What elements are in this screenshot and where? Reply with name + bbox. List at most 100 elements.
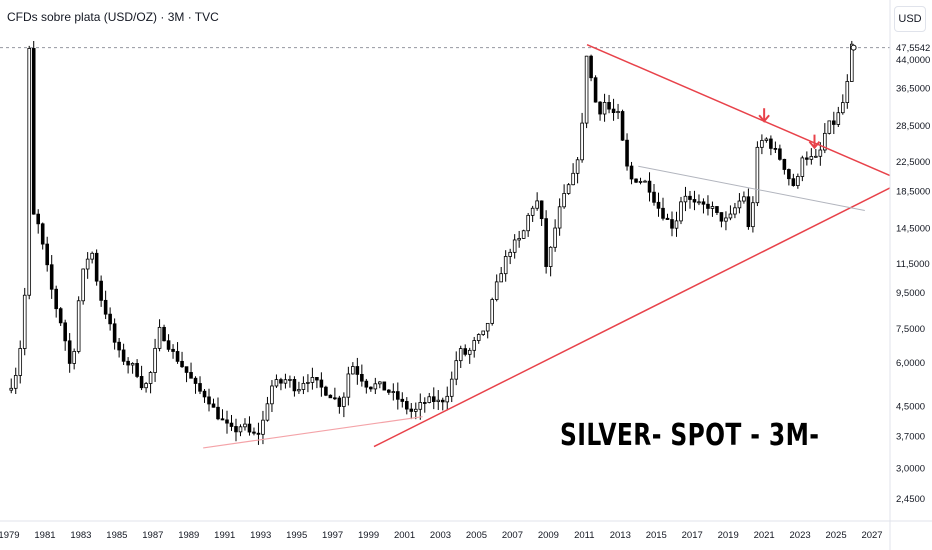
candle-up — [580, 122, 584, 161]
arrow-down-icon — [808, 140, 821, 150]
candle-up — [481, 330, 486, 335]
candle-up — [436, 399, 441, 402]
candle-up — [148, 372, 153, 384]
time-tick-label: 2015 — [646, 530, 667, 541]
candle-up — [418, 402, 423, 410]
candle-down — [54, 288, 58, 310]
candle-down — [832, 120, 836, 125]
time-tick-label: 2009 — [538, 530, 559, 541]
time-tick-label: 2023 — [790, 530, 811, 541]
candle-down — [369, 386, 373, 390]
time-tick-label: 1993 — [250, 530, 271, 541]
candle-down — [184, 366, 189, 373]
candle-up — [566, 184, 571, 194]
candle-down — [99, 280, 103, 301]
price-tick-label: 6,0000 — [896, 358, 925, 369]
time-tick-label: 2027 — [861, 530, 882, 541]
candle-down — [112, 323, 117, 343]
chart-title: CFDs sobre plata (USD/OZ) · 3M · TVC — [7, 10, 219, 24]
candle-down — [126, 360, 130, 366]
candle-down — [665, 217, 670, 220]
candle-up — [530, 207, 535, 216]
time-tick-label: 2001 — [394, 530, 415, 541]
candle-up — [697, 201, 701, 204]
candle-down — [544, 218, 548, 267]
candle-up — [27, 48, 32, 296]
candle-down — [634, 178, 638, 183]
price-tick-label: 3,7000 — [896, 431, 925, 442]
candle-up — [485, 322, 490, 332]
candle-up — [638, 181, 643, 183]
time-tick-label: 1999 — [358, 530, 379, 541]
candle-up — [378, 381, 382, 385]
time-tick-label: 2021 — [754, 530, 775, 541]
candle-down — [252, 431, 256, 434]
candle-up — [679, 201, 683, 222]
candle-up — [499, 273, 503, 283]
candle-down — [463, 348, 468, 355]
candle-down — [611, 108, 616, 114]
candle-up — [18, 348, 23, 376]
candles-layer — [9, 40, 854, 445]
candle-down — [247, 423, 252, 433]
candle-down — [229, 422, 234, 427]
candle-up — [72, 351, 76, 364]
candle-down — [328, 394, 333, 399]
candle-up — [796, 176, 800, 186]
price-tick-label: 2,4500 — [896, 494, 925, 505]
candle-down — [539, 200, 544, 220]
candle-down — [422, 402, 427, 404]
candle-up — [548, 246, 553, 267]
candle-down — [135, 363, 139, 377]
candle-down — [625, 139, 629, 167]
candle-down — [31, 48, 36, 215]
candle-down — [207, 396, 211, 405]
candle-down — [607, 102, 611, 110]
candle-down — [193, 377, 198, 384]
candle-up — [238, 426, 243, 433]
candle-down — [787, 169, 791, 180]
candle-down — [49, 264, 54, 290]
candle-down — [319, 379, 324, 388]
currency-selector[interactable]: USD — [894, 6, 926, 32]
candle-up — [283, 379, 288, 384]
price-tick-label: 28,5000 — [896, 121, 930, 132]
candle-down — [396, 391, 400, 400]
candle-up — [306, 381, 310, 384]
time-tick-label: 2019 — [718, 530, 739, 541]
candle-up — [823, 132, 827, 151]
candle-up — [724, 217, 728, 222]
candle-down — [256, 432, 261, 435]
time-tick-label: 1983 — [70, 530, 91, 541]
candle-up — [449, 378, 454, 397]
candle-up — [571, 172, 575, 186]
candle-up — [683, 195, 688, 203]
price-tick-label: 14,5000 — [896, 224, 930, 235]
candle-down — [220, 418, 225, 421]
candle-up — [476, 334, 481, 341]
candle-up — [274, 379, 279, 387]
candle-up — [144, 383, 148, 389]
candle-down — [404, 401, 409, 410]
candle-down — [139, 376, 144, 389]
candle-down — [198, 383, 202, 392]
candle-up — [467, 349, 472, 355]
candle-up — [742, 196, 746, 202]
candle-down — [94, 252, 99, 282]
candle-down — [364, 380, 369, 388]
arrow-down-icon — [758, 114, 770, 123]
candle-up — [85, 258, 90, 270]
candle-up — [710, 206, 715, 209]
candle-up — [153, 347, 157, 373]
time-tick-label: 2005 — [466, 530, 487, 541]
candle-down — [108, 313, 112, 325]
candle-up — [503, 256, 508, 275]
candle-down — [234, 426, 238, 433]
candle-up — [814, 155, 818, 158]
candle-down — [805, 157, 809, 160]
candle-up — [13, 375, 18, 389]
candle-up — [458, 348, 463, 362]
candle-down — [103, 299, 108, 315]
candle-up — [472, 340, 477, 351]
